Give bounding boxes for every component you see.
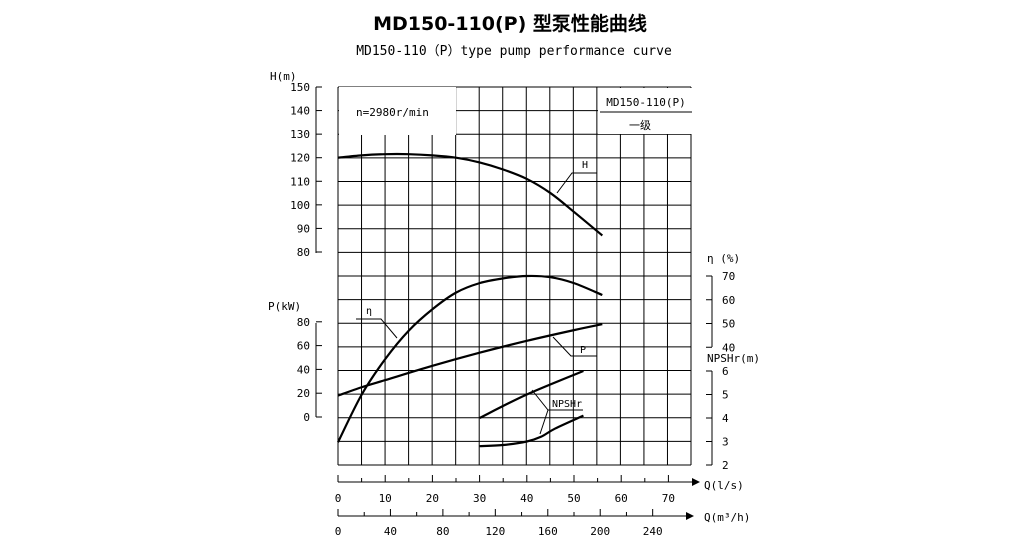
q-m3h-tick-label: 0 [335, 525, 342, 538]
npshr-lower-curve [479, 414, 584, 448]
q-m3h-tick-label: 80 [436, 525, 449, 538]
h-axis-tick-label: 150 [290, 81, 310, 94]
npshr-axis-tick-label: 4 [722, 412, 729, 425]
npshr-axis-tick-label: 2 [722, 459, 729, 472]
q-ls-tick-label: 0 [335, 492, 342, 505]
h-axis-tick-label: 140 [290, 105, 310, 118]
p-curve [337, 323, 603, 397]
h-axis-tick-label: 80 [297, 246, 310, 259]
p-curve-label: P [580, 345, 586, 356]
p-axis-tick-label: 80 [297, 316, 310, 329]
p-axis-tick-label: 40 [297, 363, 310, 376]
p-axis-tick-label: 20 [297, 387, 310, 400]
h-axis-tick-label: 120 [290, 152, 310, 165]
eta-axis-tick-label: 60 [722, 294, 735, 307]
q-m3h-tick-label: 200 [590, 525, 610, 538]
q-m3h-tick-label: 160 [538, 525, 558, 538]
eta-axis-label: η (%) [707, 252, 740, 265]
npshr-axis-label: NPSHr(m) [707, 352, 760, 365]
q-ls-tick-label: 40 [520, 492, 533, 505]
q-m3h-axis-arrow [686, 512, 694, 520]
q-ls-axis-arrow [692, 478, 700, 486]
h-axis-label: H(m) [270, 70, 297, 83]
chart-subtitle: MD150-110（P）type pump performance curve [356, 44, 672, 59]
eta-axis-tick-label: 40 [722, 341, 735, 354]
q-ls-tick-label: 20 [426, 492, 439, 505]
p-axis-tick-label: 60 [297, 340, 310, 353]
eta-axis-tick-label: 70 [722, 270, 735, 283]
speed-label: n=2980r/min [356, 106, 429, 119]
eta-curve [337, 274, 603, 443]
q-ls-tick-label: 70 [662, 492, 675, 505]
q-m3h-axis-label: Q(m³/h) [704, 511, 750, 524]
curves [337, 152, 604, 448]
q-ls-tick-label: 50 [567, 492, 580, 505]
npshr-axis-tick-label: 6 [722, 365, 729, 378]
stage-label: 一级 [629, 119, 651, 132]
q-m3h-tick-label: 240 [643, 525, 663, 538]
npshr-upper-curve [479, 369, 584, 419]
p-leader [552, 336, 597, 357]
q-ls-axis-label: Q(l/s) [704, 479, 744, 492]
q-m3h-tick-label: 40 [384, 525, 397, 538]
chart-title: MD150-110(P) 型泵性能曲线 [373, 12, 647, 35]
eta-axis-tick-label: 50 [722, 318, 735, 331]
npshr-axis-tick-label: 5 [722, 389, 729, 402]
q-ls-tick-label: 60 [615, 492, 628, 505]
p-axis-tick-label: 0 [303, 411, 310, 424]
eta-curve-label: η [366, 306, 372, 317]
q-ls-tick-label: 30 [473, 492, 486, 505]
model-box [598, 88, 693, 134]
axes: 8090100110120130140150020406080405060702… [290, 81, 735, 538]
q-ls-tick-label: 10 [379, 492, 392, 505]
h-curve-label: H [582, 160, 588, 171]
h-axis-tick-label: 100 [290, 199, 310, 212]
h-axis-tick-label: 110 [290, 175, 310, 188]
model-label: MD150-110(P) [606, 96, 685, 109]
npshr-axis-tick-label: 3 [722, 436, 729, 449]
p-axis-label: P(kW) [268, 300, 301, 313]
speed-box [339, 87, 456, 135]
npshr-leader-bottom [539, 409, 549, 435]
h-leader [556, 172, 597, 194]
q-m3h-tick-label: 120 [485, 525, 505, 538]
h-curve [337, 152, 604, 237]
h-axis-tick-label: 130 [290, 128, 310, 141]
eta-leader [356, 318, 398, 339]
h-axis-tick-label: 90 [297, 222, 310, 235]
npshr-curve-label: NPSHr [552, 399, 582, 410]
